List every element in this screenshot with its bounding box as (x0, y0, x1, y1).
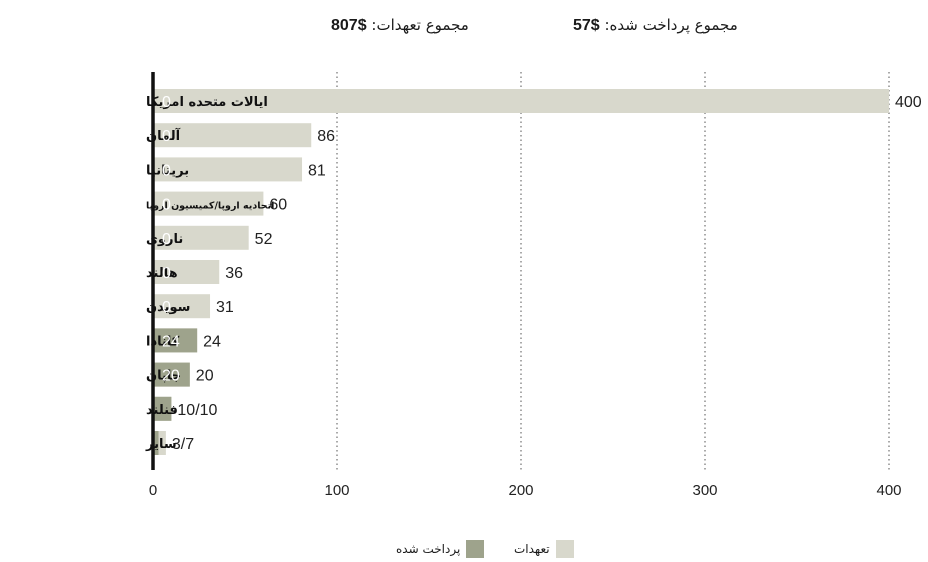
totals-header: مجموع تعهدات: $807 مجموع پرداخت شده: $57 (0, 14, 928, 44)
paid-value-label: 0 (162, 265, 171, 282)
commitment-value-label: 52 (255, 231, 273, 248)
paid-bar (153, 328, 198, 353)
total-commitments-label: مجموع تعهدات: (371, 16, 469, 34)
legend-label-commitments: تعهدات (514, 542, 550, 556)
category-label: سویدن (146, 300, 190, 315)
commitment-bar (153, 225, 249, 250)
commitment-bar (153, 123, 312, 148)
category-label: ناروی (146, 232, 183, 247)
legend-swatch-commitments (555, 540, 574, 558)
x-tick-label: 400 (876, 482, 901, 499)
paid-value-label: 0 (162, 94, 171, 111)
commitment-value-label: 20 (196, 368, 214, 385)
commitment-value-label: 10/10 (177, 402, 217, 419)
commitment-value-label: 31 (216, 299, 234, 316)
x-tick-label: 200 (508, 482, 533, 499)
legend-label-paid: پرداخت شده (396, 542, 461, 556)
commitment-bar (153, 191, 264, 216)
total-commitments: مجموع تعهدات: $807 (331, 16, 469, 35)
paid-bar (153, 362, 190, 387)
x-tick-label: 0 (149, 482, 157, 499)
paid-bar (153, 396, 172, 421)
category-label: بریتانیا (146, 163, 189, 178)
commitment-bar (153, 89, 889, 113)
paid-value-label: 24 (162, 333, 180, 350)
legend-item-commitments: تعهدات (514, 540, 574, 558)
category-label: فنلند (146, 403, 178, 418)
paid-bar (153, 431, 159, 455)
commitment-value-label: 24 (203, 333, 221, 350)
paid-value-label: 0 (162, 299, 171, 316)
x-tick-label: 100 (324, 482, 349, 499)
paid-value-label: 0 (162, 128, 171, 145)
total-paid-value: $57 (573, 17, 600, 34)
commitment-value-label: 36 (225, 265, 243, 282)
commitment-value-label: 81 (308, 162, 326, 179)
commitment-bar (153, 294, 211, 319)
legend: تعهدات پرداخت شده (0, 540, 928, 562)
commitment-bar (153, 260, 220, 284)
total-paid: مجموع پرداخت شده: $57 (573, 16, 738, 35)
paid-value-label: 0 (162, 231, 171, 248)
paid-value-label: 0 (162, 162, 171, 179)
commitment-value-label: 86 (317, 128, 335, 145)
commitment-bar (153, 157, 303, 182)
category-label: اتحادیه اروپا/کمیسیون اروپا (146, 201, 274, 212)
x-tick-label: 300 (692, 482, 717, 499)
commitment-value-label: 400 (895, 94, 922, 111)
category-label: ایالات متحده امریکا (146, 95, 268, 110)
legend-swatch-paid (466, 540, 485, 558)
category-label: جاپان (146, 369, 181, 384)
commitment-value-label: 60 (269, 197, 287, 214)
paid-value-label: 20 (162, 368, 180, 385)
commitment-value-label: 3/7 (172, 436, 194, 453)
total-commitments-value: $807 (331, 17, 367, 34)
total-paid-label: مجموع پرداخت شده: (604, 16, 738, 34)
legend-item-paid: پرداخت شده (396, 540, 485, 558)
paid-value-label: 0 (162, 197, 171, 214)
